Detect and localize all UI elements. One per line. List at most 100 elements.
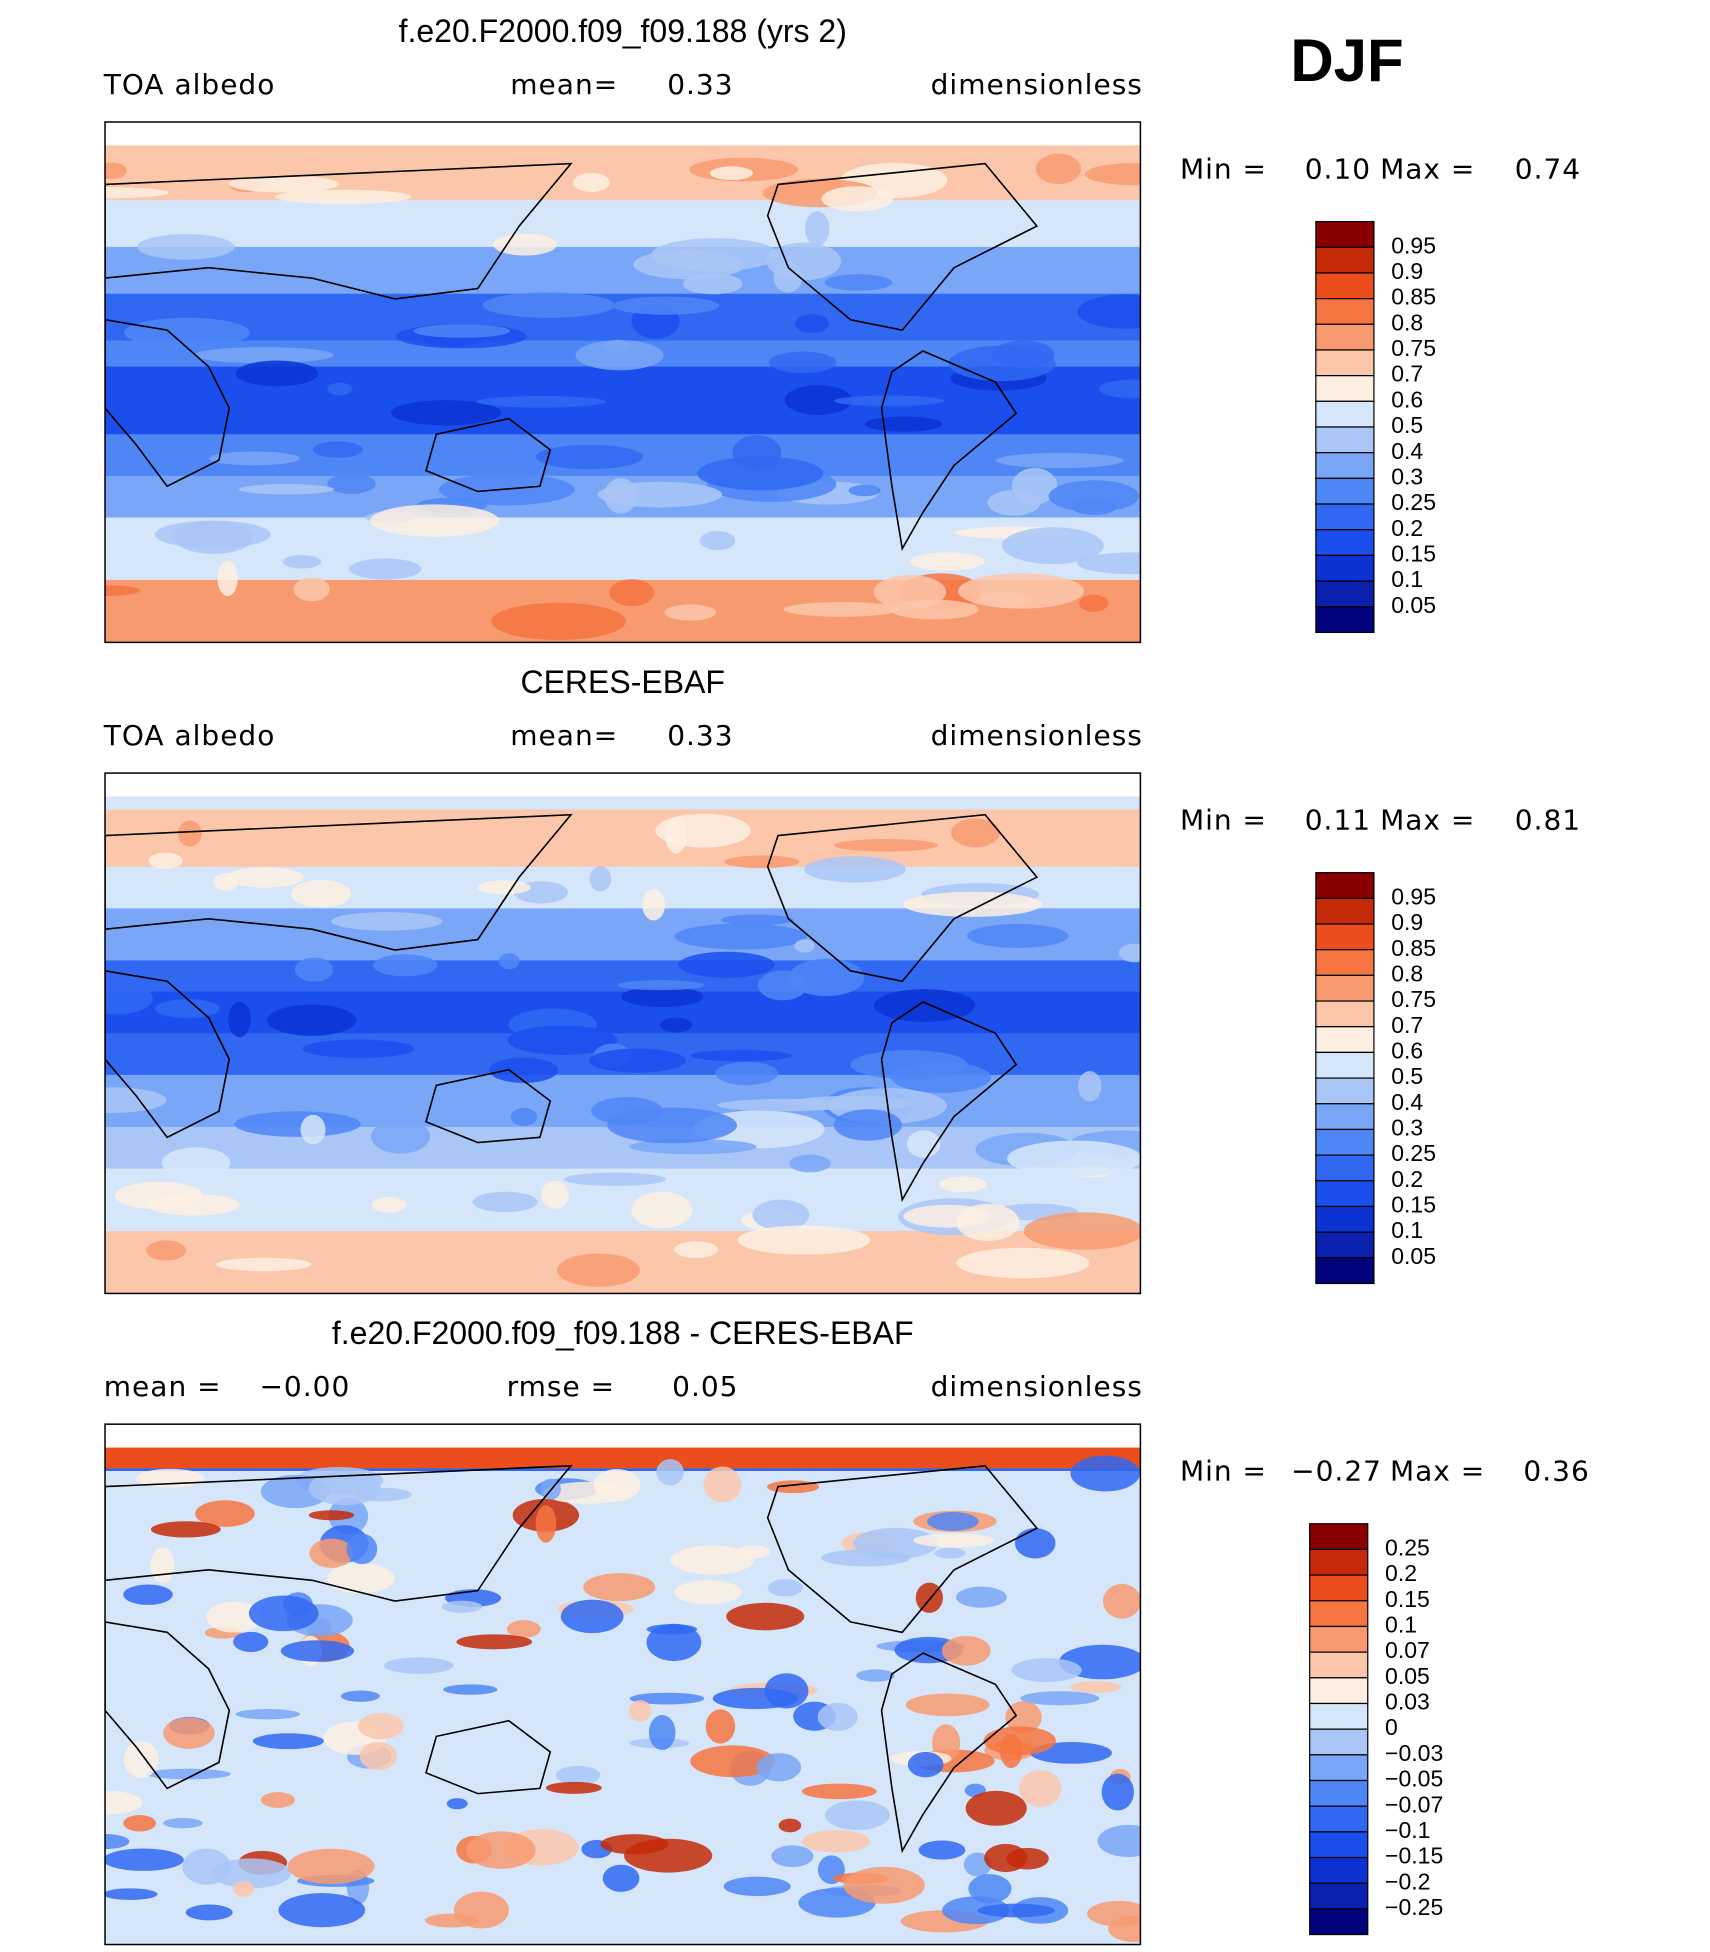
stat-label: 0.11 — [1305, 804, 1371, 837]
colorbar-bin — [1315, 477, 1375, 505]
field-patch — [390, 400, 502, 426]
colorbar-bin — [1315, 298, 1375, 325]
field-band — [105, 960, 1141, 993]
field-patch — [309, 1538, 354, 1568]
field-patch — [602, 1864, 640, 1892]
field-patch — [907, 1751, 944, 1778]
field-patch — [824, 274, 893, 291]
panel-title: f.e20.F2000.f09_f09.188 (yrs 2) — [399, 13, 847, 49]
colorbar-bin — [1309, 1523, 1369, 1551]
field-patch — [312, 441, 363, 458]
field-patch — [383, 1657, 454, 1674]
field-patch — [905, 1693, 990, 1717]
colorbar-bin — [1315, 529, 1375, 556]
colorbar-bin — [1309, 1754, 1369, 1782]
field-patch — [977, 1903, 1056, 1918]
field-patch — [498, 953, 520, 970]
field-patch — [346, 1533, 378, 1565]
field-patch — [703, 1466, 742, 1503]
colorbar-bin — [1315, 323, 1375, 351]
field-patch — [621, 986, 704, 1008]
colorbar-label: 0.1 — [1391, 1217, 1423, 1243]
field-patch — [709, 166, 753, 181]
field-patch — [287, 1848, 375, 1884]
field-patch — [228, 1001, 251, 1038]
field-patch — [607, 1107, 738, 1144]
header-label: mean = — [104, 1370, 222, 1403]
field-patch — [105, 1790, 143, 1815]
stat-label: Max = — [1390, 1455, 1485, 1488]
field-patch — [114, 1181, 204, 1210]
field-patch — [294, 957, 334, 982]
field-patch — [764, 1673, 809, 1709]
field-patch — [349, 558, 422, 580]
field-patch — [293, 577, 330, 602]
map — [104, 772, 1142, 1295]
field-patch — [721, 914, 794, 926]
stat-label: 0.81 — [1515, 804, 1581, 837]
colorbar-label: 0.07 — [1385, 1637, 1430, 1663]
colorbar-label: 0.25 — [1391, 1140, 1436, 1166]
coastline — [425, 1068, 552, 1144]
colorbar-label: 0.1 — [1391, 566, 1423, 592]
colorbar-bin — [1315, 949, 1375, 976]
field-patch — [646, 1624, 698, 1635]
stat-label: Min = — [1180, 153, 1267, 186]
field-patch — [609, 579, 655, 607]
colorbar-label: 0.9 — [1391, 258, 1423, 284]
colorbar-bin — [1315, 426, 1375, 454]
field-patch — [941, 1635, 991, 1666]
field-patch — [909, 552, 985, 571]
header-label: rmse = — [507, 1370, 615, 1403]
field-patch — [1099, 379, 1141, 399]
season-label: DJF — [1290, 27, 1403, 94]
field-patch — [873, 989, 976, 1022]
colorbar-bin — [1309, 1702, 1369, 1730]
field-patch — [575, 340, 664, 371]
field-patch — [163, 1717, 215, 1749]
field-patch — [1084, 163, 1141, 186]
colorbar-label: 0.9 — [1391, 909, 1423, 935]
coastline — [766, 162, 1039, 332]
field-patch — [572, 172, 610, 192]
colorbar-label: 0.75 — [1391, 335, 1436, 361]
field-patch — [927, 1512, 979, 1531]
field-patch — [1048, 480, 1140, 513]
colorbar-bin — [1309, 1625, 1369, 1653]
field-patch — [472, 1191, 538, 1213]
colorbar-label: −0.25 — [1385, 1894, 1443, 1920]
field-band — [105, 1447, 1141, 1470]
header-label: mean= — [510, 68, 618, 101]
stat-label: Max = — [1380, 804, 1475, 837]
field-patch — [804, 856, 906, 883]
field-patch — [308, 1471, 381, 1506]
field-patch — [260, 1792, 296, 1808]
stat-label: Min = — [1180, 1455, 1267, 1488]
coastline — [105, 162, 573, 300]
field-patch — [768, 351, 837, 374]
colorbar-label: 0.05 — [1391, 592, 1436, 618]
colorbar-label: 0.15 — [1385, 1586, 1430, 1612]
field-patch — [453, 1891, 509, 1929]
field-patch — [124, 317, 250, 348]
field-patch — [163, 1817, 203, 1829]
map-field — [105, 773, 1141, 1294]
field-patch — [951, 818, 1000, 848]
colorbar-label: 0.25 — [1385, 1535, 1430, 1561]
field-patch — [664, 604, 717, 621]
field-patch — [629, 1692, 705, 1705]
field-patch — [670, 1545, 754, 1575]
field-patch — [327, 382, 353, 396]
field-patch — [173, 520, 254, 554]
field-patch — [234, 1111, 361, 1137]
header-label: TOA albedo — [103, 719, 276, 752]
field-patch — [995, 452, 1124, 469]
colorbar-label: 0.85 — [1391, 935, 1436, 961]
field-patch — [161, 1147, 231, 1179]
field-patch — [600, 1834, 669, 1855]
field-patch — [801, 1830, 871, 1853]
field-patch — [690, 1745, 776, 1778]
field-patch — [650, 238, 779, 272]
field-band — [105, 517, 1141, 581]
colorbar-bin — [1315, 923, 1375, 951]
